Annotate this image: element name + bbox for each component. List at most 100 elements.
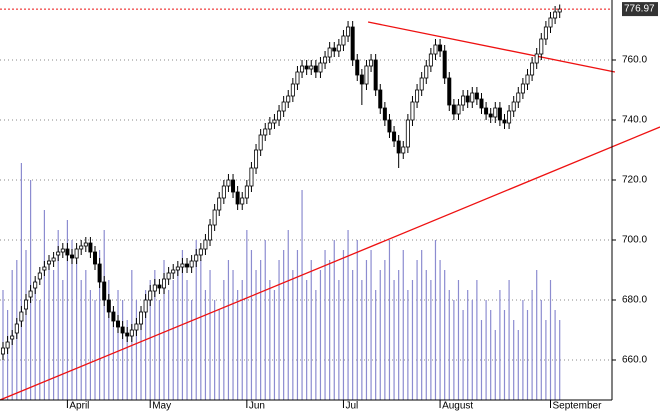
- candle-body: [516, 92, 521, 103]
- candle-body: [102, 281, 107, 301]
- candle-body: [185, 263, 190, 268]
- candle-body: [415, 89, 420, 103]
- candle-body: [208, 224, 213, 241]
- candle-body: [309, 65, 314, 70]
- candle-body: [235, 191, 240, 205]
- candle-body: [129, 329, 134, 337]
- candle-body: [88, 242, 93, 253]
- candle-body: [79, 245, 84, 250]
- candle-body: [327, 47, 332, 58]
- candle-body: [51, 257, 56, 262]
- candle-body: [203, 239, 208, 250]
- candle-body: [392, 131, 397, 142]
- x-tick-label: April: [69, 401, 89, 412]
- x-tick-label: September: [552, 401, 602, 412]
- candle-body: [180, 263, 185, 268]
- candle-body: [438, 44, 443, 52]
- candle-body: [484, 107, 489, 115]
- candle-body: [14, 323, 19, 334]
- candle-body: [502, 119, 507, 124]
- candle-body: [267, 122, 272, 130]
- candle-body: [226, 179, 231, 187]
- candle-body: [355, 59, 360, 76]
- candle-body: [548, 17, 553, 28]
- candle-body: [240, 197, 245, 205]
- candle-body: [290, 83, 295, 97]
- candle-body: [272, 119, 277, 124]
- candle-body: [401, 146, 406, 154]
- candle-body: [217, 197, 222, 211]
- candle-body: [106, 299, 111, 313]
- candle-body: [364, 65, 369, 85]
- candle-body: [470, 92, 475, 103]
- candle-body: [134, 323, 139, 331]
- candle-body: [511, 101, 516, 112]
- candle-body: [125, 332, 130, 337]
- candle-body: [557, 8, 562, 13]
- candle-body: [382, 107, 387, 121]
- candle-body: [148, 290, 153, 301]
- candle-body: [120, 326, 125, 334]
- candle-body: [0, 347, 5, 355]
- candle-body: [539, 38, 544, 55]
- candle-body: [300, 65, 305, 73]
- candle-body: [166, 272, 171, 280]
- candle-body: [116, 320, 121, 328]
- candle-body: [447, 77, 452, 106]
- candle-body: [350, 26, 355, 61]
- candle-body: [175, 266, 180, 271]
- candle-body: [5, 341, 10, 349]
- candle-body: [369, 59, 374, 67]
- candle-body: [520, 83, 525, 94]
- candle-body: [152, 284, 157, 292]
- candle-body: [111, 311, 116, 322]
- candle-body: [74, 248, 79, 259]
- candle-body: [10, 335, 15, 340]
- x-tick-label: Jun: [249, 401, 265, 412]
- candle-body: [143, 299, 148, 313]
- candle-body: [249, 167, 254, 187]
- candle-body: [97, 263, 102, 283]
- candle-body: [387, 119, 392, 133]
- candle-body: [410, 101, 415, 121]
- candle-body: [396, 140, 401, 154]
- x-tick-label: August: [442, 401, 473, 412]
- candle-body: [336, 44, 341, 52]
- candle-body: [263, 128, 268, 136]
- y-tick-label: 720.0: [622, 175, 647, 186]
- candle-body: [254, 149, 259, 169]
- candle-body: [37, 272, 42, 280]
- candle-body: [474, 92, 479, 100]
- candle-body: [46, 260, 51, 265]
- candle-body: [479, 98, 484, 109]
- candle-body: [171, 269, 176, 274]
- candle-body: [295, 71, 300, 85]
- candle-body: [451, 104, 456, 115]
- candle-body: [378, 89, 383, 109]
- candle-body: [194, 254, 199, 262]
- candle-body: [157, 284, 162, 289]
- candle-body: [465, 95, 470, 103]
- y-tick-label: 700.0: [622, 235, 647, 246]
- candle-body: [281, 101, 286, 112]
- candle-body: [318, 62, 323, 73]
- last-price-box: [622, 2, 658, 17]
- candle-body: [553, 11, 558, 19]
- candle-body: [23, 299, 28, 310]
- candle-body: [346, 26, 351, 37]
- x-tick-label: May: [152, 401, 171, 412]
- candle-body: [497, 107, 502, 121]
- candle-body: [189, 260, 194, 268]
- candle-body: [221, 185, 226, 199]
- candle-body: [530, 62, 535, 76]
- candle-body: [231, 179, 236, 193]
- candle-body: [198, 248, 203, 256]
- y-tick-label: 680.0: [622, 295, 647, 306]
- candle-body: [341, 35, 346, 46]
- candle-body: [442, 50, 447, 79]
- candle-body: [534, 53, 539, 64]
- candle-body: [493, 107, 498, 118]
- candle-body: [313, 65, 318, 73]
- candle-body: [139, 311, 144, 325]
